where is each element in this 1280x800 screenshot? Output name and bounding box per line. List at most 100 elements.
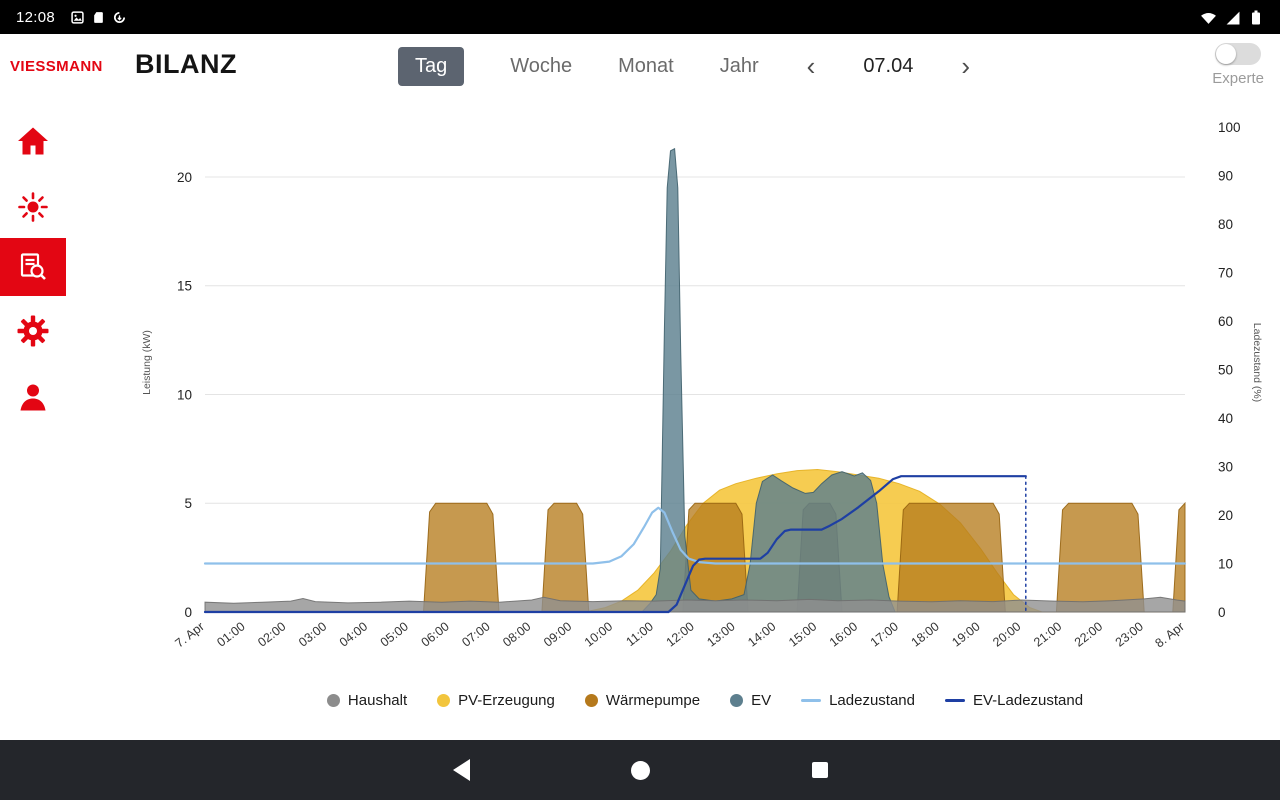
svg-text:10: 10 — [1218, 557, 1233, 572]
battery-icon — [1252, 10, 1260, 24]
legend-label: Ladezustand — [829, 692, 915, 709]
experte-toggle[interactable] — [1215, 43, 1262, 65]
tab-tag[interactable]: Tag — [398, 46, 465, 86]
system-status-icons — [1200, 9, 1264, 26]
sidebar-item-balance[interactable] — [0, 238, 66, 296]
svg-text:5: 5 — [184, 496, 192, 511]
svg-text:10:00: 10:00 — [582, 619, 615, 649]
sun-icon — [18, 192, 48, 222]
wifi-icon — [1201, 12, 1216, 24]
svg-text:70: 70 — [1218, 266, 1233, 281]
legend-label: Wärmepumpe — [605, 692, 701, 709]
legend-line-marker — [801, 699, 822, 702]
svg-text:Ladezustand (%): Ladezustand (%) — [1251, 323, 1263, 402]
svg-text:60: 60 — [1218, 314, 1233, 329]
next-day-button[interactable]: › — [961, 51, 971, 81]
user-icon — [20, 384, 46, 411]
tab-monat[interactable]: Monat — [618, 54, 674, 77]
nav-buttons — [452, 759, 828, 781]
svg-text:09:00: 09:00 — [541, 619, 574, 649]
android-nav-bar — [0, 740, 1280, 800]
chart-legend: Haushalt PV-Erzeugung Wärmepumpe EV Ladezust… — [130, 692, 1280, 709]
svg-text:07:00: 07:00 — [459, 619, 492, 649]
page-title: BILANZ — [135, 49, 237, 79]
experte-label: Experte — [1212, 70, 1264, 87]
svg-text:0: 0 — [1218, 605, 1226, 620]
svg-text:16:00: 16:00 — [827, 619, 860, 649]
svg-text:14:00: 14:00 — [745, 619, 778, 649]
legend-dot-marker — [730, 694, 744, 707]
legend-item-haushalt[interactable]: Haushalt — [326, 692, 408, 709]
notification-icons — [71, 10, 126, 24]
svg-text:13:00: 13:00 — [704, 619, 737, 649]
svg-text:7. Apr: 7. Apr — [172, 619, 206, 650]
svg-text:80: 80 — [1218, 217, 1233, 232]
toggle-knob — [1216, 44, 1237, 64]
data-saver-icon — [114, 11, 126, 23]
svg-text:21:00: 21:00 — [1031, 619, 1064, 649]
svg-text:18:00: 18:00 — [909, 619, 942, 649]
sidebar-item-energy[interactable] — [0, 178, 66, 236]
legend-dot-marker — [326, 694, 340, 707]
legend-item-ev-ladezustand[interactable]: EV-Ladezustand — [944, 692, 1084, 709]
tab-jahr[interactable]: Jahr — [719, 54, 759, 77]
android-status-bar: 12:08 — [0, 0, 1280, 34]
legend-item-ladezustand[interactable]: Ladezustand — [801, 692, 915, 709]
svg-text:02:00: 02:00 — [255, 619, 288, 649]
svg-text:11:00: 11:00 — [623, 619, 656, 649]
legend-label: EV-Ladezustand — [972, 692, 1084, 709]
svg-text:20: 20 — [177, 170, 192, 185]
legend-item-w-rmepumpe[interactable]: Wärmepumpe — [584, 692, 701, 709]
experte-control: Experte — [1212, 43, 1264, 87]
svg-text:30: 30 — [1218, 460, 1233, 475]
sd-card-icon — [94, 11, 103, 23]
back-button[interactable] — [452, 759, 470, 781]
clock: 12:08 — [16, 8, 56, 26]
viessmann-logo: VIESSMANN — [10, 58, 103, 75]
cell-signal-icon — [1226, 11, 1240, 24]
sidebar-item-settings[interactable] — [0, 302, 66, 360]
svg-text:03:00: 03:00 — [296, 619, 329, 649]
app-header: VIESSMANN BILANZ Tag Woche Monat Jahr ‹ … — [0, 34, 1280, 98]
period-tabs: Tag Woche Monat Jahr ‹ 07.04 › — [398, 34, 972, 98]
gear-icon — [17, 315, 49, 347]
screenshot-icon — [71, 10, 84, 24]
svg-text:17:00: 17:00 — [868, 619, 901, 649]
legend-label: PV-Erzeugung — [458, 692, 555, 709]
svg-text:8. Apr: 8. Apr — [1152, 619, 1186, 650]
sidebar-item-profile[interactable] — [0, 368, 66, 426]
home-button[interactable] — [631, 760, 650, 780]
svg-text:15: 15 — [177, 279, 192, 294]
svg-text:20:00: 20:00 — [990, 619, 1023, 649]
report-search-icon — [20, 253, 46, 280]
svg-text:Leistung (kW): Leistung (kW) — [141, 330, 153, 395]
legend-dot-marker — [437, 694, 451, 707]
svg-text:15:00: 15:00 — [786, 619, 819, 649]
svg-text:19:00: 19:00 — [949, 619, 982, 649]
recents-button[interactable] — [811, 762, 828, 778]
legend-item-ev[interactable]: EV — [730, 692, 771, 709]
svg-text:23:00: 23:00 — [1113, 619, 1146, 649]
balance-chart-svg: 0 5 10 15 20 0 10 20 30 40 50 60 70 80 90 100 7. Apr 01:0… — [141, 120, 1263, 650]
svg-text:08:00: 08:00 — [500, 619, 533, 649]
balance-chart: 0 5 10 15 20 0 10 20 30 40 50 60 70 80 90 100 7. Apr 01:0… — [130, 95, 1280, 695]
svg-text:05:00: 05:00 — [378, 619, 411, 649]
svg-text:40: 40 — [1218, 411, 1233, 426]
legend-label: Haushalt — [347, 692, 408, 709]
svg-text:10: 10 — [177, 387, 192, 402]
tab-woche[interactable]: Woche — [510, 54, 573, 77]
sidebar — [0, 98, 66, 740]
svg-text:50: 50 — [1218, 363, 1233, 378]
svg-text:20: 20 — [1218, 508, 1233, 523]
svg-text:06:00: 06:00 — [419, 619, 452, 649]
svg-text:90: 90 — [1218, 169, 1233, 184]
svg-text:0: 0 — [184, 605, 192, 620]
legend-item-pv-erzeugung[interactable]: PV-Erzeugung — [437, 692, 555, 709]
svg-text:04:00: 04:00 — [337, 619, 370, 649]
svg-text:12:00: 12:00 — [664, 619, 697, 649]
home-icon — [18, 127, 48, 155]
current-date[interactable]: 07.04 — [863, 54, 914, 77]
legend-line-marker — [944, 699, 965, 702]
prev-day-button[interactable]: ‹ — [806, 51, 816, 81]
sidebar-item-home[interactable] — [0, 112, 66, 170]
